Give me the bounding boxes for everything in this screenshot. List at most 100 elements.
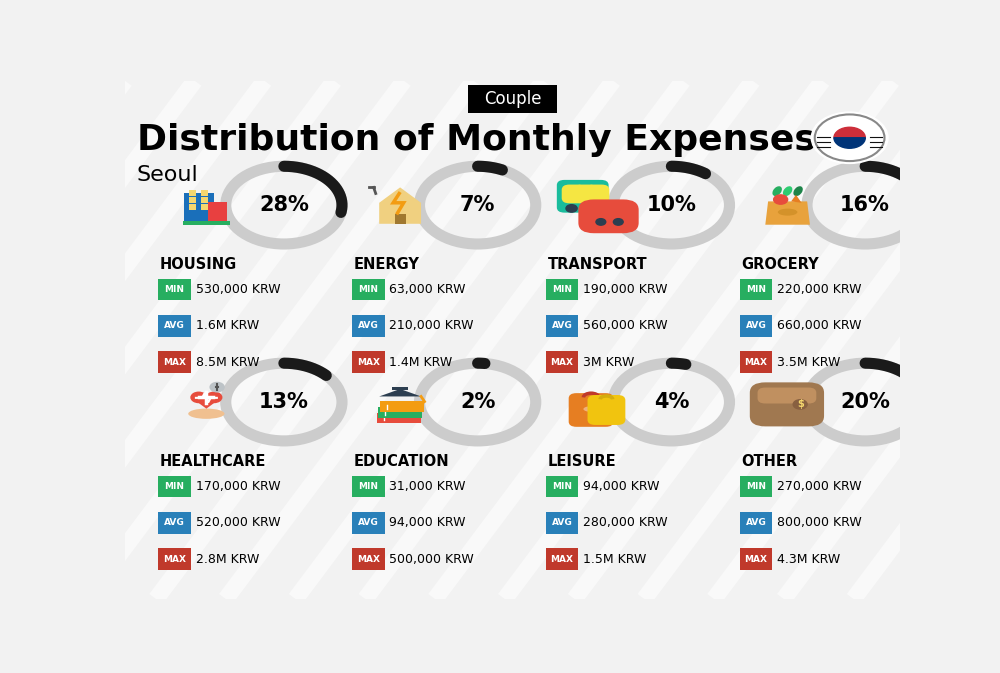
Ellipse shape xyxy=(772,186,782,196)
Circle shape xyxy=(210,382,224,392)
Text: AVG: AVG xyxy=(745,518,766,527)
FancyBboxPatch shape xyxy=(377,413,421,423)
FancyBboxPatch shape xyxy=(740,351,772,373)
Text: MIN: MIN xyxy=(358,482,378,491)
FancyBboxPatch shape xyxy=(557,180,609,213)
Text: MAX: MAX xyxy=(551,555,574,563)
Circle shape xyxy=(613,219,623,225)
Circle shape xyxy=(596,219,606,225)
Text: 660,000 KRW: 660,000 KRW xyxy=(777,320,861,332)
FancyBboxPatch shape xyxy=(740,476,772,497)
Text: MAX: MAX xyxy=(744,357,767,367)
Text: AVG: AVG xyxy=(552,518,572,527)
Text: LEISURE: LEISURE xyxy=(547,454,616,469)
FancyBboxPatch shape xyxy=(546,512,578,534)
Polygon shape xyxy=(791,195,802,203)
Text: MAX: MAX xyxy=(163,357,186,367)
Text: MAX: MAX xyxy=(163,555,186,563)
FancyBboxPatch shape xyxy=(208,202,227,223)
FancyBboxPatch shape xyxy=(158,315,191,336)
FancyBboxPatch shape xyxy=(546,476,578,497)
Text: 270,000 KRW: 270,000 KRW xyxy=(777,480,861,493)
Text: 500,000 KRW: 500,000 KRW xyxy=(389,553,474,565)
Text: MIN: MIN xyxy=(746,482,766,491)
Text: AVG: AVG xyxy=(164,322,185,330)
Text: 13%: 13% xyxy=(259,392,309,412)
FancyBboxPatch shape xyxy=(740,548,772,570)
Circle shape xyxy=(774,195,788,204)
FancyBboxPatch shape xyxy=(158,512,191,534)
FancyBboxPatch shape xyxy=(562,184,586,203)
Text: 94,000 KRW: 94,000 KRW xyxy=(389,516,466,529)
FancyBboxPatch shape xyxy=(352,351,385,373)
FancyBboxPatch shape xyxy=(201,204,208,210)
FancyBboxPatch shape xyxy=(189,190,196,196)
Text: 800,000 KRW: 800,000 KRW xyxy=(777,516,862,529)
FancyBboxPatch shape xyxy=(183,221,230,225)
Text: 31,000 KRW: 31,000 KRW xyxy=(389,480,466,493)
FancyBboxPatch shape xyxy=(740,315,772,336)
Text: GROCERY: GROCERY xyxy=(741,257,819,272)
Text: 8.5M KRW: 8.5M KRW xyxy=(196,355,259,369)
FancyBboxPatch shape xyxy=(546,548,578,570)
FancyBboxPatch shape xyxy=(158,476,191,497)
FancyBboxPatch shape xyxy=(546,351,578,373)
FancyBboxPatch shape xyxy=(352,315,385,336)
Text: 20%: 20% xyxy=(840,392,890,412)
Text: 4.3M KRW: 4.3M KRW xyxy=(777,553,840,565)
FancyBboxPatch shape xyxy=(758,388,816,404)
FancyBboxPatch shape xyxy=(352,548,385,570)
Text: 3.5M KRW: 3.5M KRW xyxy=(777,355,840,369)
FancyBboxPatch shape xyxy=(352,279,385,300)
Text: 280,000 KRW: 280,000 KRW xyxy=(583,516,668,529)
Text: 190,000 KRW: 190,000 KRW xyxy=(583,283,668,296)
Polygon shape xyxy=(765,201,810,225)
Text: Seoul: Seoul xyxy=(137,165,198,185)
Wedge shape xyxy=(834,138,865,148)
FancyBboxPatch shape xyxy=(588,395,625,425)
Text: 10%: 10% xyxy=(646,195,696,215)
FancyBboxPatch shape xyxy=(352,476,385,497)
FancyBboxPatch shape xyxy=(546,279,578,300)
Text: MAX: MAX xyxy=(551,357,574,367)
Text: MIN: MIN xyxy=(165,482,185,491)
FancyBboxPatch shape xyxy=(740,279,772,300)
Text: 63,000 KRW: 63,000 KRW xyxy=(389,283,466,296)
FancyBboxPatch shape xyxy=(158,351,191,373)
Text: OTHER: OTHER xyxy=(741,454,797,469)
Polygon shape xyxy=(379,187,421,224)
Text: 4%: 4% xyxy=(654,392,689,412)
Polygon shape xyxy=(191,397,222,409)
FancyBboxPatch shape xyxy=(468,85,557,113)
Circle shape xyxy=(811,112,888,164)
Text: MAX: MAX xyxy=(357,357,380,367)
Ellipse shape xyxy=(793,186,803,196)
Text: 94,000 KRW: 94,000 KRW xyxy=(583,480,660,493)
Text: 560,000 KRW: 560,000 KRW xyxy=(583,320,668,332)
Text: HEALTHCARE: HEALTHCARE xyxy=(160,454,266,469)
Ellipse shape xyxy=(778,209,797,215)
Text: $: $ xyxy=(797,399,804,409)
Text: AVG: AVG xyxy=(745,322,766,330)
FancyBboxPatch shape xyxy=(585,184,609,203)
FancyBboxPatch shape xyxy=(740,512,772,534)
Wedge shape xyxy=(834,127,865,138)
Ellipse shape xyxy=(783,186,792,196)
Text: MIN: MIN xyxy=(358,285,378,294)
Text: 210,000 KRW: 210,000 KRW xyxy=(389,320,474,332)
Text: MAX: MAX xyxy=(357,555,380,563)
FancyBboxPatch shape xyxy=(578,199,639,234)
Text: Distribution of Monthly Expenses: Distribution of Monthly Expenses xyxy=(137,123,816,157)
Text: 1.5M KRW: 1.5M KRW xyxy=(583,553,646,565)
Text: 16%: 16% xyxy=(840,195,890,215)
Ellipse shape xyxy=(188,409,225,419)
Text: 2%: 2% xyxy=(460,392,495,412)
Text: MIN: MIN xyxy=(746,285,766,294)
Text: MIN: MIN xyxy=(552,482,572,491)
Text: 28%: 28% xyxy=(259,195,309,215)
Text: 1.4M KRW: 1.4M KRW xyxy=(389,355,453,369)
Polygon shape xyxy=(379,389,421,396)
Text: 520,000 KRW: 520,000 KRW xyxy=(196,516,280,529)
FancyBboxPatch shape xyxy=(546,315,578,336)
Text: Couple: Couple xyxy=(484,90,541,108)
